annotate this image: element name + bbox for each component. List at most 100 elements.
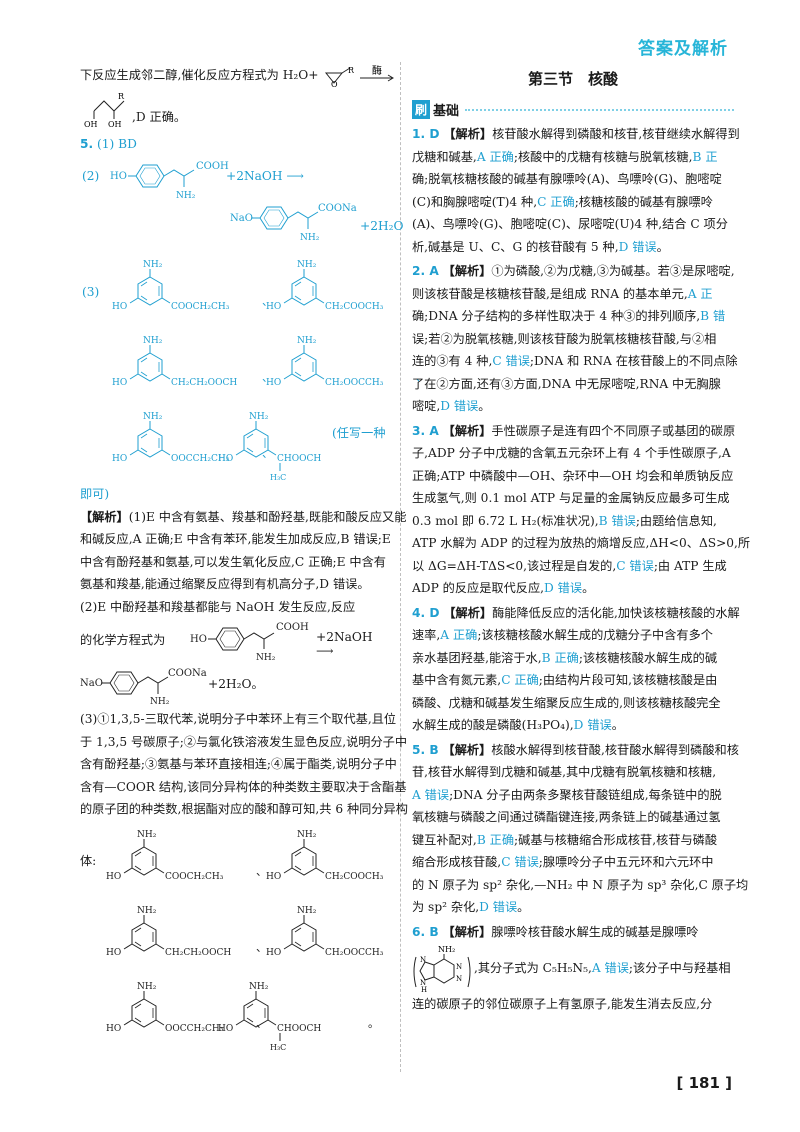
separator: 、 [262, 371, 273, 384]
isomer-structure: NH₂ HO CH₂OOCCH₃ 、 [266, 336, 427, 388]
nao-label: NaO [230, 213, 253, 224]
substituent-label: COOCH₂CH₃ [165, 872, 224, 882]
isomer-structure: NH₂ HO CH₂OOCCH₃ [266, 906, 384, 958]
answer-line: ,其分子式为 C₅H₅N₅,A 错误;该分子中与羟基相 [474, 960, 731, 975]
text-line: ,D 正确。 [132, 110, 187, 124]
answer-line: 戊糖和碱基,A 正确;核酸中的戊糖有核糖与脱氧核糖,B 正 [412, 149, 718, 164]
analysis-line: (2)E 中酚羟基和羧基都能与 NaOH 发生反应,反应 [80, 599, 356, 614]
compound-e-structure: HO COOH NH₂ [110, 161, 229, 201]
isomer-structure: NH₂ HO COOCH₂CH₃ 、 [112, 260, 273, 312]
nh2-label: NH₂ [297, 260, 317, 270]
ho-label: HO [266, 378, 281, 388]
nh2-label: NH₂ [256, 653, 276, 662]
separator: 、 [416, 371, 427, 384]
nh2-label: NH₂ [150, 697, 170, 707]
substituent-label: CH₂OOCCH₃ [325, 378, 384, 388]
part-label: (2) [82, 169, 100, 183]
answer-line: 苷,核苷水解得到戊糖和碱基,其中戊糖有脱氧核糖和核糖, [412, 765, 717, 779]
answer-line: 嘧啶,D 错误。 [412, 399, 491, 413]
ho-label: HO [110, 171, 127, 182]
r-label: R [118, 92, 125, 101]
analysis-line: 含有酚羟基;③氨基与苯环直接相连;④属于酯类,说明分子中 [80, 757, 397, 771]
analysis-line: 体: [80, 853, 97, 868]
enzyme-label: 酶 [372, 65, 382, 77]
ho-label: HO [106, 872, 121, 882]
nh2-label: NH₂ [137, 830, 157, 840]
answer-line: 6. B 【解析】腺嘌呤核苷酸水解生成的碱基是腺嘌呤 [412, 924, 699, 939]
oh-label: OH [84, 120, 98, 129]
analysis-line: 中含有酚羟基和氨基,可以发生氧化反应,C 正确;E 中含有 [80, 554, 386, 569]
nh2-label: NH₂ [297, 830, 317, 840]
left-column: 下反应生成邻二醇,催化反应方程式为 H₂O+ R O 酶 R O H OH ,D … [80, 64, 427, 1051]
nao-label: NaO [80, 678, 103, 689]
substituent-label: OOCCH₂CH₃ [165, 1024, 224, 1034]
answer-line: 5. B 【解析】核酸水解得到核苷酸,核苷酸水解得到磷酸和核 [412, 742, 739, 757]
isomer-structure: NH₂ HO CH₂CH₂OOCH 、 [112, 336, 273, 388]
basic-title: 基础 [433, 104, 460, 119]
cooh-label: COOH [276, 622, 309, 633]
brush-badge: 刷 [412, 100, 431, 119]
isomer-structure: NH₂ HO CH₂CH₂OOCH 、 [106, 906, 267, 958]
q5-part3-isomers: (3) (任写一种 NH₂ HO COOCH₂CH₃、 NH₂ HO CH₂COOCH₃ N… [80, 251, 427, 483]
answer-text: (1) BD [97, 136, 137, 151]
sodium-salt-structure: NaO COONa NH₂ [80, 668, 207, 707]
section-title: 第三节 核酸 [527, 70, 618, 88]
answer-line: 以 ΔG=ΔH-TΔS<0,该过程是自发的,C 错误;由 ATP 生成 [412, 558, 727, 573]
ho-label: HO [218, 454, 233, 464]
sodium-salt-structure: NaO COONa NH₂ [230, 203, 357, 243]
analysis-line: 和碱反应,A 正确;E 中含有苯环,能发生加成反应,B 错误;E [80, 532, 391, 546]
h-label: H [421, 986, 427, 993]
answer-1: 1. D 【解析】核苷酸水解得到磷酸和核苷,核苷继续水解得到 戊糖和碱基,A 正确… [412, 123, 740, 258]
adenine-structure: NH₂ N N N N H [413, 945, 471, 993]
answer-line: 速率,A 正确;该核糖核酸水解生成的戊糖分子中含有多个 [412, 628, 713, 642]
dotted-rule [465, 108, 734, 111]
nh2-label: NH₂ [143, 336, 163, 346]
ho-label: HO [112, 378, 127, 388]
separator: 。 [368, 1017, 379, 1030]
ho-label: HO [112, 302, 127, 312]
analysis-line: 的原子团的种类数,根据酯对应的酸和醇可知,共 6 种同分异构 [80, 802, 408, 816]
answer-4: 4. D 【解析】酶能降低反应的活化能,加快该核糖核酸的水解 速率,A 正确;该核… [412, 602, 740, 737]
analysis-line: 【解析】(1)E 中含有氨基、羧基和酚羟基,既能和酸反应又能 [80, 506, 406, 529]
part-label: (3) [82, 285, 100, 299]
header-title: 答案及解析 [638, 39, 728, 59]
substituent-label: CHOOCH [277, 1024, 321, 1034]
substituent-label: CH₂CH₂OOCH [171, 378, 237, 388]
answer-3: 3. A 【解析】手性碳原子是连有四个不同原子或基团的碳原 子,ADP 分子中戊糖… [412, 420, 750, 600]
equation-line: 的化学方程式为 HO COOH NH₂ +2NaOH ⟶ [80, 618, 390, 662]
note-text: (任写一种 [332, 426, 386, 440]
n-label: N [420, 979, 426, 987]
answer-line: 基中含有氮元素,C 正确;由结构片段可知,该核糖核酸是由 [412, 673, 718, 687]
reagent-text: +2NaOH ⟶ [316, 630, 373, 658]
coona-label: COONa [168, 668, 207, 679]
ho-label: HO [106, 948, 121, 958]
ho-label: HO [218, 1024, 233, 1034]
answer-line: 3. A 【解析】手性碳原子是连有四个不同原子或基团的碳原 [412, 423, 736, 438]
nh2-label: NH₂ [297, 906, 317, 916]
ho-label: HO [190, 634, 207, 645]
answer-line: 误;若②为脱氧核糖,则该核苷酸为脱氧核糖核苷酸,与②相 [412, 331, 717, 346]
answer-line: A 错误;DNA 分子由两条多聚核苷酸链组成,每条链中的脱 [412, 787, 722, 802]
isomer-structure: NH₂ HO CH₂COOCH₃ [266, 260, 384, 312]
nh2-label: NH₂ [143, 260, 163, 270]
isomers-black: 体: NH₂ HO COOCH₂CH₃ 、 NH₂ HO CH₂COOCH₃ NH₂ HO CH₂… [80, 821, 390, 1051]
adenine-line: NH₂ N N N N H ,其分子式为 C₅H₅N₅,A 错误;该分子中与羟基… [412, 943, 734, 993]
answer-5: 5. B 【解析】核酸水解得到核苷酸,核苷酸水解得到磷酸和核 苷,核苷水解得到戊糖… [412, 739, 748, 919]
answer-line: 2. A 【解析】①为磷酸,②为戊糖,③为碱基。若③是尿嘧啶, [412, 264, 735, 278]
cooh-label: COOH [196, 161, 229, 172]
nh2-label: NH₂ [300, 233, 320, 243]
compound-e-structure: HO COOH NH₂ [190, 622, 309, 662]
reaction-line: 下反应生成邻二醇,催化反应方程式为 H₂O+ R O 酶 [80, 64, 395, 89]
answer-line: 亲水基团羟基,能溶于水,B 正确;该核糖核酸水解生成的碱 [412, 650, 718, 665]
answer-line: 确;脱氧核糖核酸的碱基有腺嘌呤(A)、鸟嘌呤(G)、胞嘧啶 [412, 172, 722, 186]
text: (1)E 中含有氨基、羧基和酚羟基,既能和酸反应又能 [128, 509, 407, 524]
column-divider [400, 62, 401, 1072]
answer-line: 正确;ATP 中磷酸中—OH、杂环中—OH 均会和单质钠反应 [412, 468, 734, 483]
ho-label: HO [266, 872, 281, 882]
question-number: 5. [80, 136, 94, 151]
nh2-label: NH₂ [297, 336, 317, 346]
ho-label: HO [266, 302, 281, 312]
separator: 、 [256, 865, 267, 878]
epoxide-structure: R O [325, 66, 355, 89]
isomer-structure: NH₂ HO CHOOCH H₃C 。 [218, 982, 379, 1051]
